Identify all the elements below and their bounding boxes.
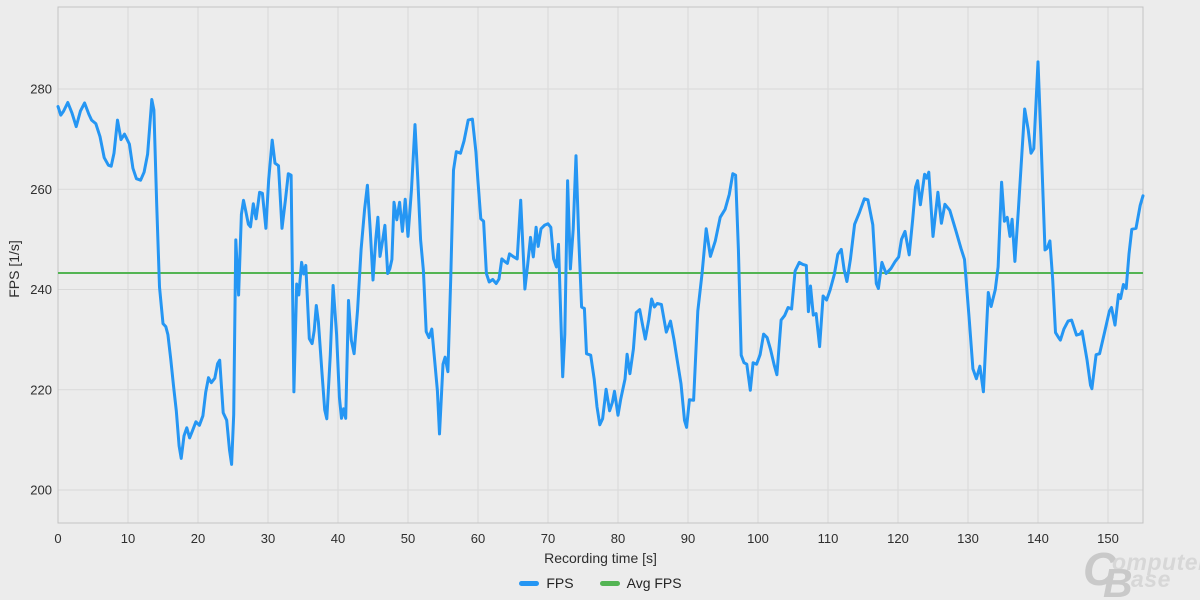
x-tick-label: 40 (331, 531, 345, 546)
fps-line-swatch (519, 580, 540, 586)
y-tick-label: 200 (30, 483, 52, 498)
legend-avg-fps-label: Avg FPS (626, 575, 682, 591)
x-tick-label: 140 (1027, 531, 1049, 546)
x-tick-label: 70 (541, 531, 555, 546)
legend-fps-label: FPS (546, 575, 574, 591)
y-axis-title: FPS [1/s] (6, 240, 22, 298)
x-tick-label: 130 (957, 531, 979, 546)
plot-border (57, 6, 1144, 524)
x-tick-label: 20 (191, 531, 205, 546)
x-tick-label: 110 (818, 531, 839, 546)
y-tick-label: 220 (30, 382, 52, 397)
fps-line (56, 60, 1145, 466)
x-tick-label: 100 (747, 531, 769, 546)
x-tick-label: 80 (611, 531, 625, 546)
legend: FPS Avg FPS (58, 574, 1143, 592)
legend-item-fps: FPS (519, 575, 574, 591)
y-tick-label: 240 (30, 282, 52, 297)
x-axis-title: Recording time [s] (544, 550, 657, 566)
avg-fps-line-swatch (599, 580, 620, 586)
x-tick-label: 120 (887, 531, 909, 546)
y-tick-label: 260 (30, 182, 52, 197)
x-tick-label: 50 (401, 531, 415, 546)
x-tick-label: 60 (471, 531, 485, 546)
x-tick-label: 10 (121, 531, 135, 546)
x-tick-label: 90 (681, 531, 695, 546)
x-tick-label: 30 (261, 531, 275, 546)
x-tick-label: 150 (1097, 531, 1119, 546)
y-tick-label: 280 (30, 82, 52, 97)
legend-item-avg-fps: Avg FPS (599, 575, 682, 591)
x-tick-label: 0 (54, 531, 61, 546)
